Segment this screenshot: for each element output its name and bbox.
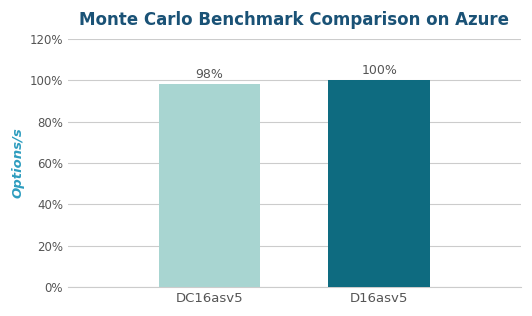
Y-axis label: Options/s: Options/s [11, 128, 24, 198]
Text: 98%: 98% [196, 68, 223, 82]
Text: 100%: 100% [361, 64, 397, 77]
Bar [159, 84, 261, 287]
Title: Monte Carlo Benchmark Comparison on Azure: Monte Carlo Benchmark Comparison on Azur… [79, 11, 510, 29]
Bar [328, 80, 430, 287]
